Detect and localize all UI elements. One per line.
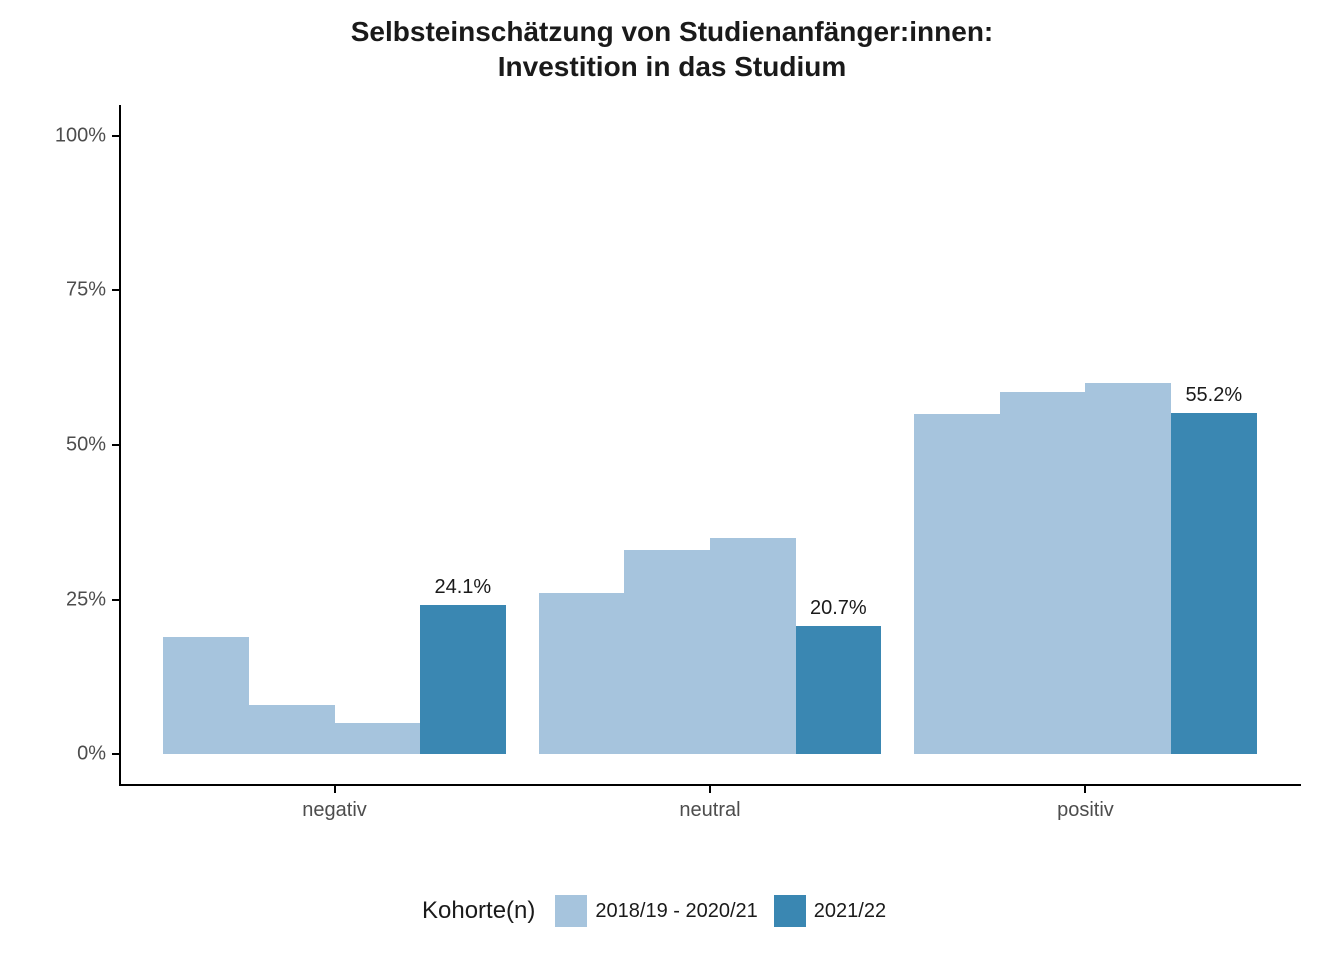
legend-item-label: 2018/19 - 2020/21	[595, 900, 757, 923]
bar	[796, 626, 882, 754]
x-tick	[709, 785, 711, 793]
bar-value-label: 20.7%	[810, 597, 867, 620]
legend-item: 2021/22	[774, 895, 886, 927]
chart-plot-area: 0%25%50%75%100%negativneutralpositiv24.1…	[120, 105, 1300, 785]
legend-swatch	[555, 895, 587, 927]
bar	[335, 723, 421, 754]
y-tick	[112, 753, 120, 755]
x-tick-label: positiv	[1057, 799, 1114, 822]
bar	[1000, 392, 1086, 754]
x-tick-label: negativ	[302, 799, 367, 822]
y-tick	[112, 289, 120, 291]
y-tick-label: 0%	[26, 743, 106, 766]
legend-item-label: 2021/22	[814, 900, 886, 923]
y-tick-label: 75%	[26, 279, 106, 302]
y-tick	[112, 599, 120, 601]
y-tick	[112, 135, 120, 137]
y-tick-label: 25%	[26, 588, 106, 611]
bar	[249, 705, 335, 754]
legend-item: 2018/19 - 2020/21	[555, 895, 757, 927]
x-tick-label: neutral	[679, 799, 740, 822]
bar	[163, 637, 249, 754]
y-tick-label: 50%	[26, 434, 106, 457]
x-tick	[1084, 785, 1086, 793]
bar-value-label: 24.1%	[434, 576, 491, 599]
bar	[420, 605, 506, 754]
bar	[710, 538, 796, 754]
bar	[914, 414, 1000, 754]
y-tick-label: 100%	[26, 124, 106, 147]
chart-title-line1: Selbsteinschätzung von Studienanfänger:i…	[351, 16, 994, 47]
bar	[624, 550, 710, 754]
chart-title-line2: Investition in das Studium	[498, 51, 846, 82]
chart-title: Selbsteinschätzung von Studienanfänger:i…	[0, 0, 1344, 84]
bar	[539, 593, 625, 754]
y-tick	[112, 444, 120, 446]
bar	[1085, 383, 1171, 754]
chart-legend: Kohorte(n) 2018/19 - 2020/21 2021/22	[422, 895, 886, 927]
x-tick	[334, 785, 336, 793]
legend-title: Kohorte(n)	[422, 897, 535, 925]
bar	[1171, 413, 1257, 754]
legend-swatch	[774, 895, 806, 927]
bar-value-label: 55.2%	[1185, 384, 1242, 407]
